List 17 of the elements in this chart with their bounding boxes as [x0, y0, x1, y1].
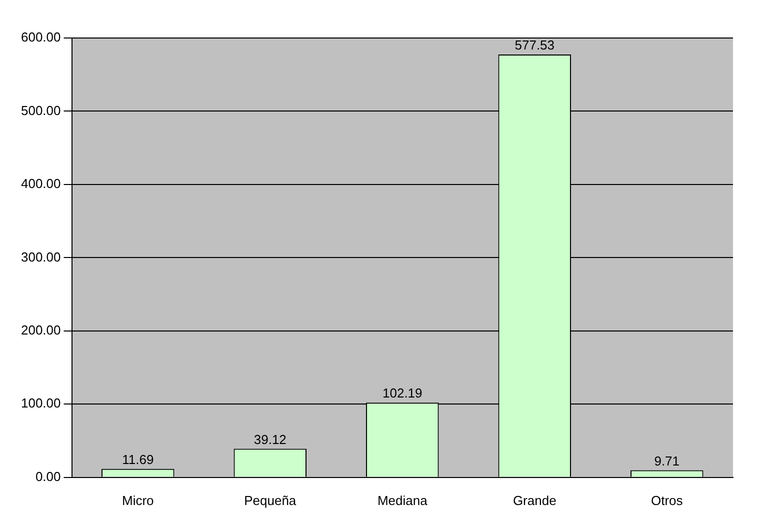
y-tick-label: 300.00	[20, 249, 61, 264]
data-label: 577.53	[514, 38, 555, 53]
x-tick-label: Pequeña	[244, 492, 297, 508]
data-label: 11.69	[122, 452, 154, 467]
x-tick-label: Otros	[650, 492, 684, 508]
x-tick-label: Grande	[512, 492, 556, 508]
data-label: 102.19	[382, 386, 422, 401]
y-tick-label: 500.00	[20, 102, 61, 118]
y-tick-label: 400.00	[20, 176, 61, 192]
data-label: 9.71	[654, 453, 680, 468]
y-tick-label: 100.00	[20, 396, 61, 411]
x-tick-label: Micro	[122, 492, 154, 508]
y-tick-label: 0.00	[35, 468, 61, 484]
x-tick-label: Mediana	[377, 492, 428, 508]
y-tick-label: 600.00	[20, 30, 61, 45]
data-label: 39.12	[254, 432, 286, 447]
y-tick-label: 200.00	[20, 322, 61, 338]
